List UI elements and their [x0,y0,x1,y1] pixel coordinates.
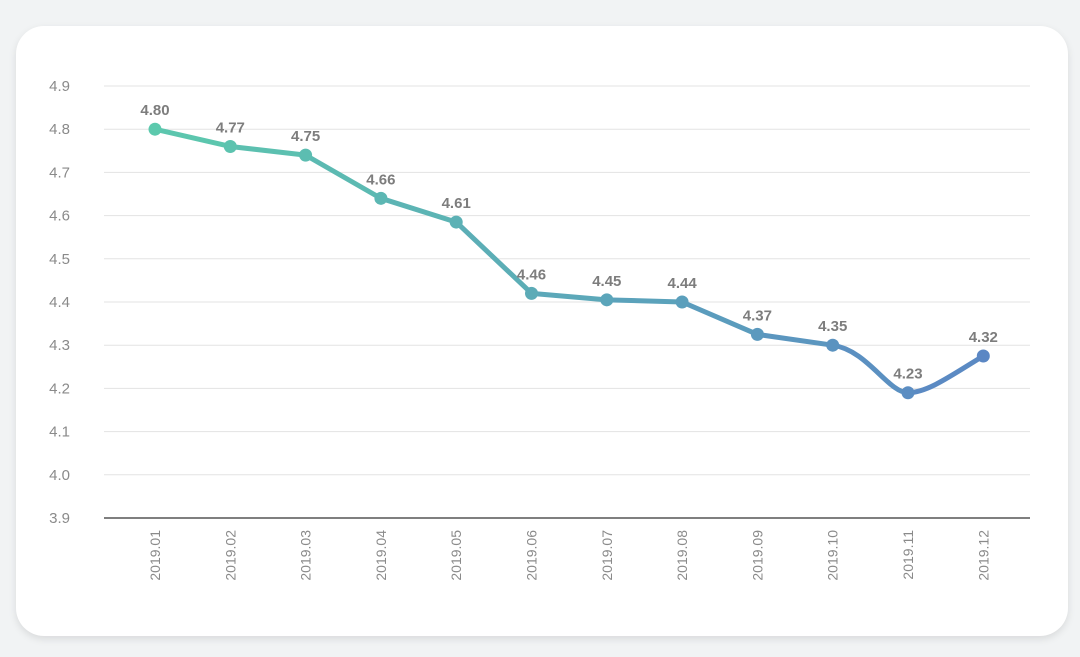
x-tick-label: 2019.01 [147,530,163,581]
data-label: 4.66 [366,171,395,188]
series-segment [830,342,911,396]
grid-lines [104,85,1030,519]
series-segment [529,290,610,303]
series-segment [679,299,760,337]
x-tick-label: 2019.11 [900,530,916,580]
x-tick-label: 2019.07 [599,530,615,581]
data-labels: 4.80 4.77 4.75 4.66 4.61 4.46 4.45 4.44 4.37 4.35… [140,102,998,383]
data-point [901,386,915,400]
y-tick-label: 4.4 [49,294,70,311]
y-tick-label: 4.0 [49,467,70,484]
x-tick-label: 2019.10 [825,530,841,581]
x-tick-label: 2019.08 [674,530,690,581]
data-point [675,295,689,309]
y-tick-label: 4.3 [49,337,70,354]
data-label: 4.77 [216,119,245,136]
x-tick-label: 2019.04 [373,530,389,581]
series-segment [378,195,459,225]
x-tick-label: 2019.02 [222,530,238,581]
x-tick-label: 2019.05 [448,530,464,581]
y-tick-label: 4.9 [49,78,70,95]
x-tick-label: 2019.06 [524,530,540,581]
data-point [374,191,388,205]
data-label: 4.61 [442,195,471,212]
data-points [148,122,990,400]
y-tick-label: 4.1 [49,424,70,441]
series-segment [754,331,836,348]
data-label: 4.37 [743,307,772,324]
x-tick-label: 2019.09 [749,530,765,581]
data-point [600,293,614,307]
x-axis-ticks: 2019.01 2019.02 2019.03 2019.04 2019.05 2019.… [147,530,991,581]
y-tick-label: 4.6 [49,208,70,225]
data-label: 4.46 [517,266,546,283]
series-line [152,126,986,396]
data-point [750,327,764,341]
data-label: 4.75 [291,128,320,145]
chart-card [16,26,1068,636]
data-label: 4.32 [969,329,998,346]
y-tick-label: 3.9 [49,510,70,527]
x-tick-label: 2019.12 [975,530,991,581]
series-segment [152,126,233,149]
data-label: 4.44 [667,275,697,292]
y-tick-label: 4.7 [49,164,70,181]
data-point [223,139,237,153]
data-point [148,122,162,136]
data-point [525,286,538,300]
x-tick-label: 2019.03 [298,530,314,581]
data-point [976,349,990,363]
y-tick-label: 4.8 [49,121,70,138]
series-segment [604,297,685,305]
data-point [299,148,313,162]
series-segment [227,143,309,158]
y-tick-label: 4.2 [49,380,70,397]
y-axis-ticks: 3.9 4.0 4.1 4.2 4.3 4.4 4.5 4.6 4.7 4.8 4.9 [49,78,70,527]
series-segment [453,219,534,296]
data-point [826,338,840,352]
data-point [449,215,463,229]
series-segment [303,152,384,201]
y-tick-label: 4.5 [49,251,70,268]
data-label: 4.80 [140,102,169,119]
data-label: 4.35 [818,318,847,335]
data-label: 4.23 [893,366,922,383]
data-label: 4.45 [592,273,621,290]
